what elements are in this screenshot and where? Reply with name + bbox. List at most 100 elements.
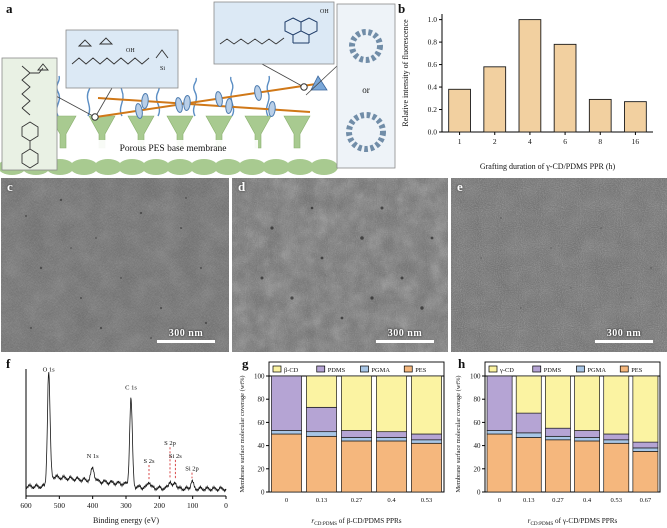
panel-a-schematic: a Porous PES (0, 0, 396, 176)
svg-text:100: 100 (470, 373, 481, 381)
panel-h-stacked-chart: h γ-CD PDMS PGMA PES 0 20 40 60 80 100 0 0.13 0.27 0.… (452, 355, 667, 528)
svg-text:6: 6 (563, 137, 567, 146)
svg-text:80: 80 (474, 396, 482, 404)
svg-text:0: 0 (261, 489, 265, 497)
membrane-bottom-layer (0, 159, 338, 175)
svg-text:PGMA: PGMA (588, 367, 607, 374)
svg-text:γ-CD: γ-CD (499, 367, 514, 374)
svg-text:0: 0 (224, 501, 228, 510)
cyclodextrin-beads (135, 85, 276, 119)
scale-indicator: 300 nm (157, 328, 215, 343)
panel-label-d: d (238, 179, 246, 194)
anchor-point-left (91, 113, 99, 121)
fluorescence-bar-chart: 0.0 0.2 0.4 0.6 0.8 1.0 1 2 4 6 8 16 Grafting durati… (401, 14, 653, 171)
scale-label: 300 nm (168, 328, 204, 339)
svg-text:O 1s: O 1s (43, 367, 56, 374)
or-label: or (362, 85, 370, 95)
panel-label-c: c (7, 179, 13, 194)
svg-text:Binding energy (eV): Binding energy (eV) (93, 516, 159, 525)
anchor-point-right (300, 83, 308, 91)
svg-text:rCD:PDMS of β-CD/PDMS PPRs: rCD:PDMS of β-CD/PDMS PPRs (311, 517, 401, 527)
membrane-label-bg (88, 140, 258, 154)
svg-text:2: 2 (493, 137, 497, 146)
svg-text:0.4: 0.4 (428, 83, 438, 92)
svg-text:0.0: 0.0 (428, 128, 438, 137)
membrane-label: Porous PES base membrane (120, 144, 227, 154)
panel-g-stacked-chart: g β-CD PDMS PGMA PES 0 20 40 60 80 100 0 0.13 0.27 0.… (236, 355, 451, 528)
svg-text:500: 500 (54, 501, 66, 510)
sem-micrograph-d (232, 178, 448, 352)
svg-text:0.13: 0.13 (316, 497, 328, 504)
panel-f-xps-chart: f 600 500 400 300 200 100 0 Binding energy (eV)… (0, 355, 234, 528)
svg-text:rCD:PDMS of γ-CD/PDMS PPRs: rCD:PDMS of γ-CD/PDMS PPRs (528, 517, 618, 527)
scale-bar (376, 340, 434, 343)
panel-label-g: g (242, 356, 249, 371)
svg-text:0.4: 0.4 (387, 497, 396, 504)
svg-text:600: 600 (20, 501, 32, 510)
svg-text:100: 100 (187, 501, 199, 510)
scale-label: 300 nm (606, 328, 642, 339)
svg-text:PDMS: PDMS (544, 367, 562, 374)
svg-text:300: 300 (120, 501, 132, 510)
svg-text:4: 4 (528, 137, 532, 146)
svg-text:0: 0 (477, 489, 481, 497)
sem-image-e: e 300 nm (451, 178, 667, 352)
beta-cd-ring-icon (349, 29, 383, 63)
fluorescent-dye-inset: OH (213, 1, 335, 65)
svg-text:60: 60 (474, 419, 482, 427)
hydroxyl-label: OH (126, 48, 135, 54)
sem-micrograph-e (451, 178, 667, 352)
svg-text:0.27: 0.27 (351, 497, 363, 504)
silane-structure-inset: OH Si (65, 29, 179, 89)
svg-text:20: 20 (474, 465, 482, 473)
svg-text:S 2s: S 2s (143, 458, 154, 465)
svg-text:80: 80 (258, 396, 266, 404)
svg-text:0.4: 0.4 (583, 497, 592, 504)
svg-text:0.27: 0.27 (552, 497, 564, 504)
svg-text:20: 20 (258, 465, 266, 473)
panel-label-a: a (6, 1, 13, 16)
beta-cd-coverage-chart: β-CD PDMS PGMA PES 0 20 40 60 80 100 0 0.13 0.27 0.4 0… (239, 361, 445, 527)
scale-label: 300 nm (387, 328, 423, 339)
panel-label-e: e (457, 179, 463, 194)
svg-text:40: 40 (258, 442, 266, 450)
svg-text:β-CD: β-CD (284, 367, 299, 374)
svg-text:N 1s: N 1s (87, 453, 100, 460)
sem-image-c: c 300 nm (1, 178, 229, 352)
svg-text:0.53: 0.53 (421, 497, 433, 504)
cyclodextrin-ring-inset: or (336, 3, 396, 169)
svg-text:16: 16 (632, 137, 640, 146)
panel-label-b: b (398, 1, 406, 16)
svg-text:Membrane surface molecular cov: Membrane surface molecular coverage (wt%… (455, 375, 462, 492)
svg-text:0.8: 0.8 (428, 38, 438, 47)
sem-image-d: d 300 nm (232, 178, 448, 352)
svg-text:S 2p: S 2p (164, 440, 176, 447)
callout-lines (55, 63, 338, 117)
gamma-cd-ring-icon (346, 112, 386, 152)
svg-text:PGMA: PGMA (372, 367, 391, 374)
svg-text:8: 8 (598, 137, 602, 146)
pgma-structure-inset (1, 57, 58, 171)
gamma-cd-coverage-chart: γ-CD PDMS PGMA PES 0 20 40 60 80 100 0 0.13 0.27 0.4 0… (455, 361, 661, 527)
panel-label-h: h (458, 356, 466, 371)
svg-text:0.67: 0.67 (640, 497, 652, 504)
svg-text:100: 100 (254, 373, 265, 381)
svg-text:Si 2p: Si 2p (185, 466, 199, 473)
svg-text:1: 1 (458, 137, 462, 146)
svg-text:0.6: 0.6 (428, 60, 438, 69)
svg-text:400: 400 (87, 501, 99, 510)
membrane-pores (260, 206, 434, 320)
membrane-pores (480, 217, 652, 309)
dye-hydroxyl-label: OH (320, 9, 329, 15)
svg-text:60: 60 (258, 419, 266, 427)
svg-text:0: 0 (498, 497, 502, 504)
svg-text:0.53: 0.53 (610, 497, 622, 504)
svg-text:0.2: 0.2 (428, 105, 438, 114)
svg-text:0.13: 0.13 (523, 497, 535, 504)
scale-bar (157, 340, 215, 343)
panel-label-f: f (6, 356, 11, 371)
svg-text:Relative intensity of fluoresc: Relative intensity of fluorescence (401, 19, 410, 127)
xps-spectrum-chart: 600 500 400 300 200 100 0 Binding energy (eV) O … (20, 367, 228, 525)
svg-text:PES: PES (631, 367, 642, 374)
